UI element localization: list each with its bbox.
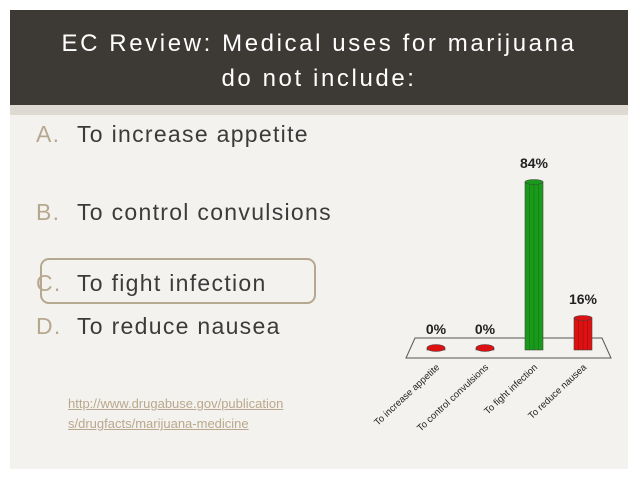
correct-answer-highlight bbox=[40, 258, 316, 304]
bar-value-label: 0% bbox=[475, 321, 496, 337]
bar-1 bbox=[426, 344, 446, 352]
answer-letter: D. bbox=[36, 313, 62, 339]
bar-4 bbox=[573, 315, 593, 351]
answer-letter: B. bbox=[36, 199, 61, 225]
slide-title-line-2: do not include: bbox=[221, 65, 417, 92]
source-link-line-1[interactable]: http://www.drugabuse.gov/publication bbox=[68, 396, 284, 411]
answer-a: A. To increase appetite bbox=[36, 118, 336, 151]
source-link-line-2[interactable]: s/drugfacts/marijuana-medicine bbox=[68, 416, 249, 431]
slide-title-line-1: EC Review: Medical uses for marijuana bbox=[61, 30, 577, 57]
answer-text: To reduce nausea bbox=[77, 313, 281, 339]
answer-text: To fight infection bbox=[77, 270, 267, 296]
title-divider bbox=[10, 105, 628, 115]
answer-letter: A. bbox=[36, 121, 61, 147]
bar-3 bbox=[524, 179, 544, 351]
answer-b: B. To control convulsions bbox=[36, 196, 336, 229]
bar-value-label: 0% bbox=[426, 321, 447, 337]
bar-value-label: 84% bbox=[520, 155, 549, 171]
source-link[interactable]: http://www.drugabuse.gov/publication s/d… bbox=[68, 394, 344, 434]
chart-value-labels: 0% 0% 84% 16% bbox=[426, 155, 598, 337]
bar-value-label: 16% bbox=[569, 291, 598, 307]
chart-floor bbox=[405, 337, 612, 359]
title-bar: EC Review: Medical uses for marijuana do… bbox=[10, 10, 628, 105]
chart-bars bbox=[426, 179, 593, 352]
answer-text: To increase appetite bbox=[77, 121, 309, 147]
bar-2 bbox=[475, 344, 495, 352]
answer-d: D. To reduce nausea bbox=[36, 310, 336, 343]
answer-text: To control convulsions bbox=[77, 199, 332, 225]
